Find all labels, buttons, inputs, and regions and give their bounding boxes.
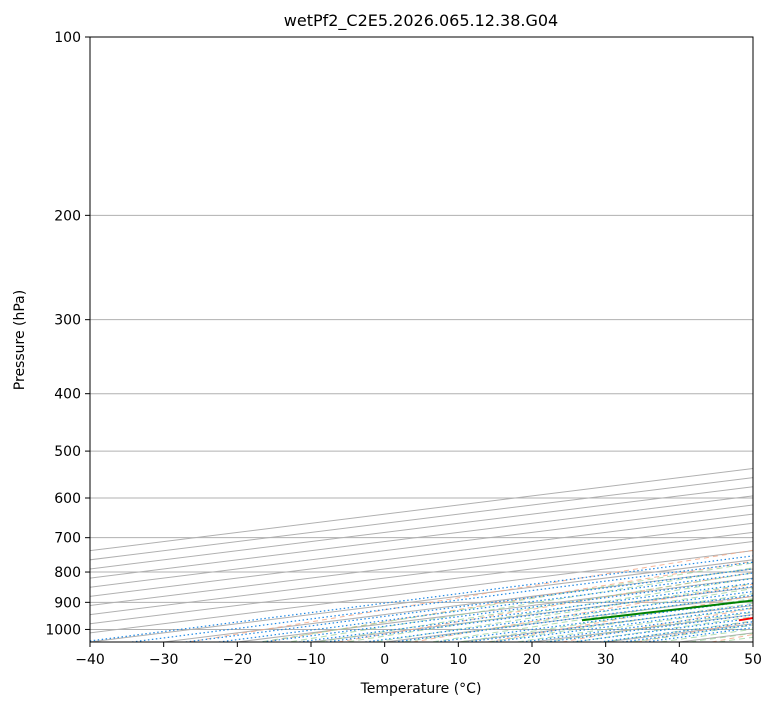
y-tick-label: 1000: [45, 622, 81, 638]
y-tick-label: 300: [54, 313, 81, 329]
x-tick-label: −40: [75, 652, 105, 668]
mixing-ratio-line: [492, 607, 753, 642]
mixing-ratio-line: [131, 561, 753, 642]
y-tick-label: 200: [54, 208, 81, 224]
y-tick-label: 400: [54, 387, 81, 403]
x-axis-ticks: −40 −30 −20 −10 0 10 20 30 40 50: [75, 642, 762, 668]
plot-frame: [89, 36, 754, 643]
isotherm-line: [90, 486, 753, 570]
mixing-ratio-line: [90, 555, 753, 642]
x-tick-label: −30: [149, 652, 179, 668]
dry-adiabat: [487, 595, 753, 642]
x-tick-label: 30: [597, 652, 615, 668]
isotherm-line: [90, 504, 753, 588]
moist-adiabat: [256, 562, 753, 642]
plot-area: [90, 37, 753, 642]
y-tick-label: 700: [54, 531, 81, 547]
mixing-ratio-line: [546, 614, 753, 642]
y-tick-label: 900: [54, 595, 81, 611]
x-tick-label: −10: [296, 652, 326, 668]
x-tick-label: 40: [670, 652, 688, 668]
mixing-ratio-line: [522, 611, 753, 642]
x-tick-label: 20: [523, 652, 541, 668]
isotherm-line: [90, 477, 753, 561]
x-tick-label: −20: [223, 652, 253, 668]
mixing-ratio-line: [467, 604, 753, 642]
chart-title: wetPf2_C2E5.2026.065.12.38.G04: [284, 11, 558, 31]
x-tick-label: 0: [380, 652, 389, 668]
y-tick-label: 800: [54, 565, 81, 581]
y-tick-label: 500: [54, 444, 81, 460]
mixing-ratio-line: [436, 600, 753, 642]
isotherm-line: [90, 522, 753, 606]
background-lines: [90, 37, 753, 642]
x-tick-label: 50: [744, 652, 762, 668]
dry-adiabat: [338, 571, 753, 642]
isotherm-line: [90, 467, 753, 552]
y-axis-title: Pressure (hPa): [12, 290, 28, 390]
isotherm-line: [90, 495, 753, 579]
y-axis-ticks: 100 200 300 400 500 600 700 800 900 1000: [45, 30, 90, 638]
x-axis-title: Temperature (°C): [360, 681, 482, 697]
y-tick-label: 600: [54, 491, 81, 507]
isotherm-line: [90, 513, 753, 597]
y-tick-label: 100: [54, 30, 81, 46]
x-tick-label: 10: [449, 652, 467, 668]
isotherm-line: [90, 531, 753, 616]
